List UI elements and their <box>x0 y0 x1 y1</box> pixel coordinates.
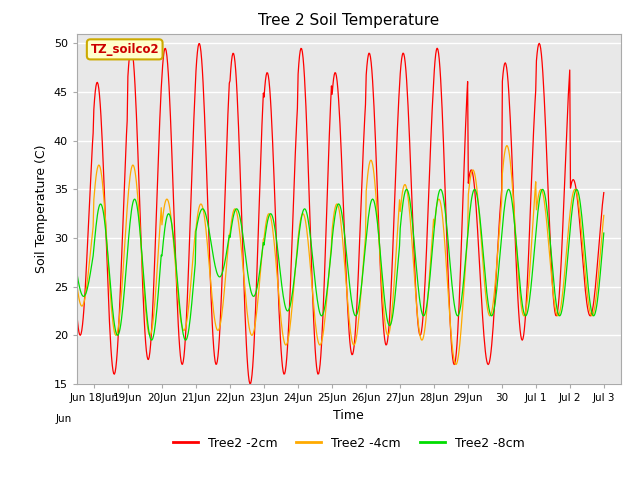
Tree2 -8cm <box>221 262 228 267</box>
Tree2 -4cm <box>247 331 255 336</box>
Text: Jun: Jun <box>55 414 72 424</box>
Tree2 -8cm <box>403 186 410 192</box>
Tree2 -8cm <box>388 314 396 320</box>
Tree2 -4cm <box>268 216 275 222</box>
Tree2 -4cm <box>419 337 426 343</box>
Tree2 -4cm <box>56 218 63 224</box>
Text: TZ_soilco2: TZ_soilco2 <box>90 43 159 56</box>
Y-axis label: Soil Temperature (C): Soil Temperature (C) <box>35 144 48 273</box>
Tree2 -2cm <box>600 190 607 195</box>
Tree2 -8cm <box>120 296 127 301</box>
Tree2 -8cm <box>56 249 63 255</box>
Tree2 -2cm <box>246 381 253 386</box>
Tree2 -2cm <box>536 40 543 46</box>
Tree2 -2cm <box>268 122 276 128</box>
Title: Tree 2 Soil Temperature: Tree 2 Soil Temperature <box>258 13 440 28</box>
Tree2 -2cm <box>388 255 396 261</box>
Tree2 -8cm <box>182 337 189 343</box>
Tree2 -4cm <box>388 312 396 317</box>
X-axis label: Time: Time <box>333 408 364 421</box>
Legend: Tree2 -2cm, Tree2 -4cm, Tree2 -8cm: Tree2 -2cm, Tree2 -4cm, Tree2 -8cm <box>168 432 529 455</box>
Tree2 -2cm <box>419 315 427 321</box>
Tree2 -8cm <box>420 313 428 319</box>
Tree2 -8cm <box>268 212 276 218</box>
Tree2 -4cm <box>220 295 227 301</box>
Line: Tree2 -8cm: Tree2 -8cm <box>60 189 604 340</box>
Tree2 -4cm <box>452 361 460 367</box>
Line: Tree2 -4cm: Tree2 -4cm <box>60 145 604 364</box>
Tree2 -2cm <box>220 232 227 238</box>
Tree2 -2cm <box>56 121 63 127</box>
Tree2 -2cm <box>248 378 255 384</box>
Line: Tree2 -2cm: Tree2 -2cm <box>60 43 604 384</box>
Tree2 -8cm <box>248 289 255 295</box>
Tree2 -4cm <box>600 213 607 218</box>
Tree2 -2cm <box>120 200 127 206</box>
Tree2 -4cm <box>503 143 511 148</box>
Tree2 -4cm <box>120 259 127 265</box>
Tree2 -8cm <box>600 230 607 236</box>
